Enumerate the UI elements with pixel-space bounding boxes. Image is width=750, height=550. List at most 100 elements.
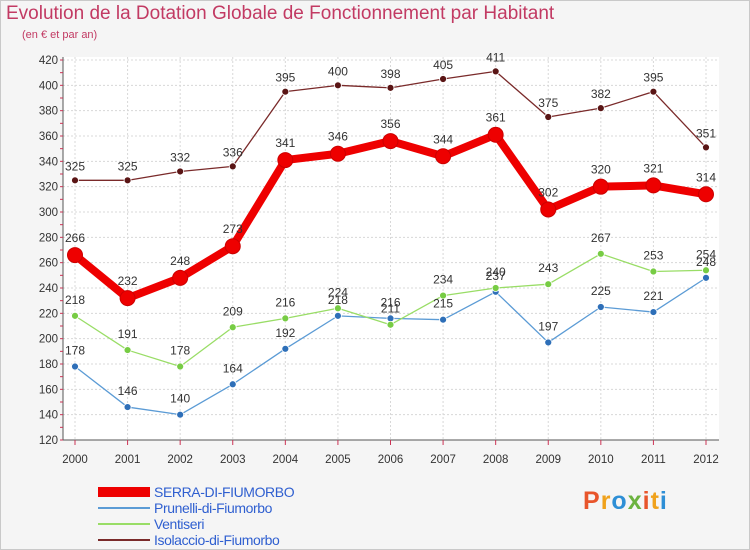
logo-letter: P (583, 487, 601, 515)
proxiti-logo: Proxiti (583, 487, 668, 516)
data-label: 237 (486, 269, 506, 283)
data-point (702, 143, 710, 152)
data-label: 178 (170, 344, 190, 358)
data-label: 253 (643, 249, 663, 263)
legend-swatch (98, 487, 150, 497)
data-label: 320 (591, 163, 611, 177)
data-label: 209 (223, 304, 243, 318)
data-label: 361 (486, 111, 506, 125)
data-label: 216 (380, 295, 400, 309)
x-tick-label: 2003 (220, 454, 246, 466)
data-point (439, 291, 447, 300)
data-point (702, 266, 710, 275)
data-point (382, 133, 399, 150)
data-label: 344 (433, 132, 453, 146)
data-label: 224 (328, 285, 348, 299)
data-label: 356 (380, 117, 400, 131)
data-point (176, 167, 185, 176)
logo-letter: x (627, 487, 643, 515)
legend-swatch (98, 523, 150, 525)
data-point (544, 280, 553, 289)
y-tick-label: 400 (39, 80, 58, 92)
logo-letter: o (611, 487, 628, 515)
data-label: 266 (65, 231, 85, 245)
data-point (649, 87, 658, 96)
data-label: 216 (275, 295, 295, 309)
y-tick-label: 140 (39, 410, 58, 422)
data-point (596, 303, 605, 311)
data-label: 382 (591, 87, 611, 101)
data-label: 273 (223, 222, 243, 236)
data-point (386, 320, 395, 329)
data-point (67, 247, 83, 264)
legend-label: Ventiseri (154, 516, 205, 532)
data-label: 346 (328, 130, 348, 144)
y-tick-label: 420 (39, 55, 58, 67)
data-point (645, 177, 662, 194)
data-label: 225 (591, 284, 611, 298)
data-label: 398 (380, 67, 400, 81)
data-label: 140 (170, 392, 190, 406)
y-tick-label: 200 (39, 334, 58, 346)
x-tick-label: 2000 (62, 454, 88, 466)
data-label: 146 (118, 384, 138, 398)
data-point (123, 346, 132, 354)
data-point (281, 314, 290, 323)
data-point (596, 249, 605, 258)
data-label: 192 (275, 326, 295, 340)
data-label: 221 (643, 289, 663, 303)
data-point (224, 238, 241, 255)
data-label: 395 (643, 71, 663, 85)
data-label: 332 (170, 150, 190, 164)
data-point (596, 104, 605, 113)
data-point (439, 75, 447, 83)
x-tick-label: 2006 (378, 454, 404, 466)
y-tick-label: 260 (39, 258, 58, 270)
data-point (172, 269, 189, 286)
data-label: 405 (433, 58, 453, 72)
data-label: 211 (381, 302, 400, 316)
data-point (487, 126, 504, 143)
data-point (119, 290, 136, 307)
logo-letter: t (650, 487, 660, 515)
data-label: 218 (65, 293, 85, 307)
chart-title: Evolution de la Dotation Globale de Fonc… (6, 3, 555, 24)
legend-swatch (98, 507, 150, 509)
x-tick-label: 2001 (115, 454, 141, 466)
data-label: 400 (328, 64, 348, 78)
data-point (329, 145, 346, 162)
data-point (228, 323, 237, 332)
data-point (649, 308, 658, 316)
y-tick-label: 380 (39, 106, 58, 118)
data-point (439, 315, 447, 324)
x-tick-label: 2002 (167, 454, 193, 466)
y-tick-label: 160 (39, 384, 58, 396)
x-tick-label: 2010 (588, 454, 614, 466)
data-label: 248 (696, 255, 716, 269)
data-point (491, 284, 500, 292)
data-point (123, 176, 132, 185)
data-label: 395 (275, 71, 295, 85)
x-tick-label: 2009 (535, 454, 561, 466)
data-point (334, 304, 342, 313)
y-tick-label: 120 (39, 435, 58, 447)
data-point (491, 67, 500, 76)
x-tick-label: 2007 (430, 454, 456, 466)
data-point (281, 344, 290, 353)
data-point (71, 362, 79, 371)
data-label: 178 (65, 344, 85, 358)
legend-label: Prunelli-di-Fiumorbo (154, 500, 273, 516)
data-label: 218 (328, 293, 348, 307)
data-label: 411 (486, 50, 505, 64)
y-tick-label: 220 (39, 308, 58, 320)
data-point (123, 403, 132, 411)
data-label: 325 (118, 159, 138, 173)
logo-letter: r (600, 487, 612, 515)
legend-swatch (98, 539, 150, 541)
data-point (435, 148, 452, 165)
data-point (281, 87, 290, 96)
plot-area (63, 57, 719, 440)
data-label: 197 (538, 319, 558, 333)
x-tick-label: 2005 (325, 454, 351, 466)
